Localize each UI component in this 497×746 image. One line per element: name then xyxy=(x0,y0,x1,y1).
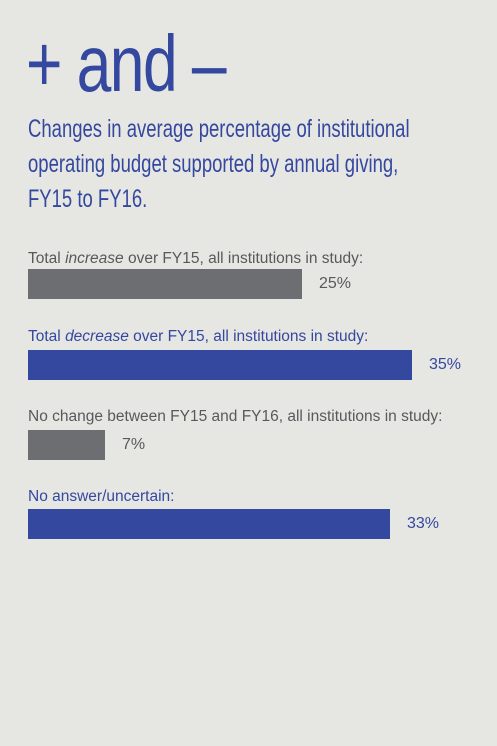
bar xyxy=(28,509,390,539)
bar xyxy=(28,350,412,380)
bar-label: No change between FY15 and FY16, all ins… xyxy=(28,408,443,425)
bar-value-label: 25% xyxy=(319,275,352,292)
bar-value-label: 35% xyxy=(429,356,462,373)
bar-value-label: 33% xyxy=(407,515,440,532)
bar-value-label: 7% xyxy=(122,436,146,453)
bar xyxy=(28,430,105,460)
bar-label-emphasis: increase xyxy=(65,250,124,267)
bar-label: Total increase over FY15, all institutio… xyxy=(28,250,364,267)
chart-subtitle: Changes in average percentage of institu… xyxy=(28,115,410,213)
bar xyxy=(28,269,302,299)
bar-label: Total decrease over FY15, all institutio… xyxy=(28,328,369,345)
headline: + and – xyxy=(26,19,227,108)
bar-label-emphasis: decrease xyxy=(65,328,129,345)
bar-label: No answer/uncertain: xyxy=(28,488,175,505)
